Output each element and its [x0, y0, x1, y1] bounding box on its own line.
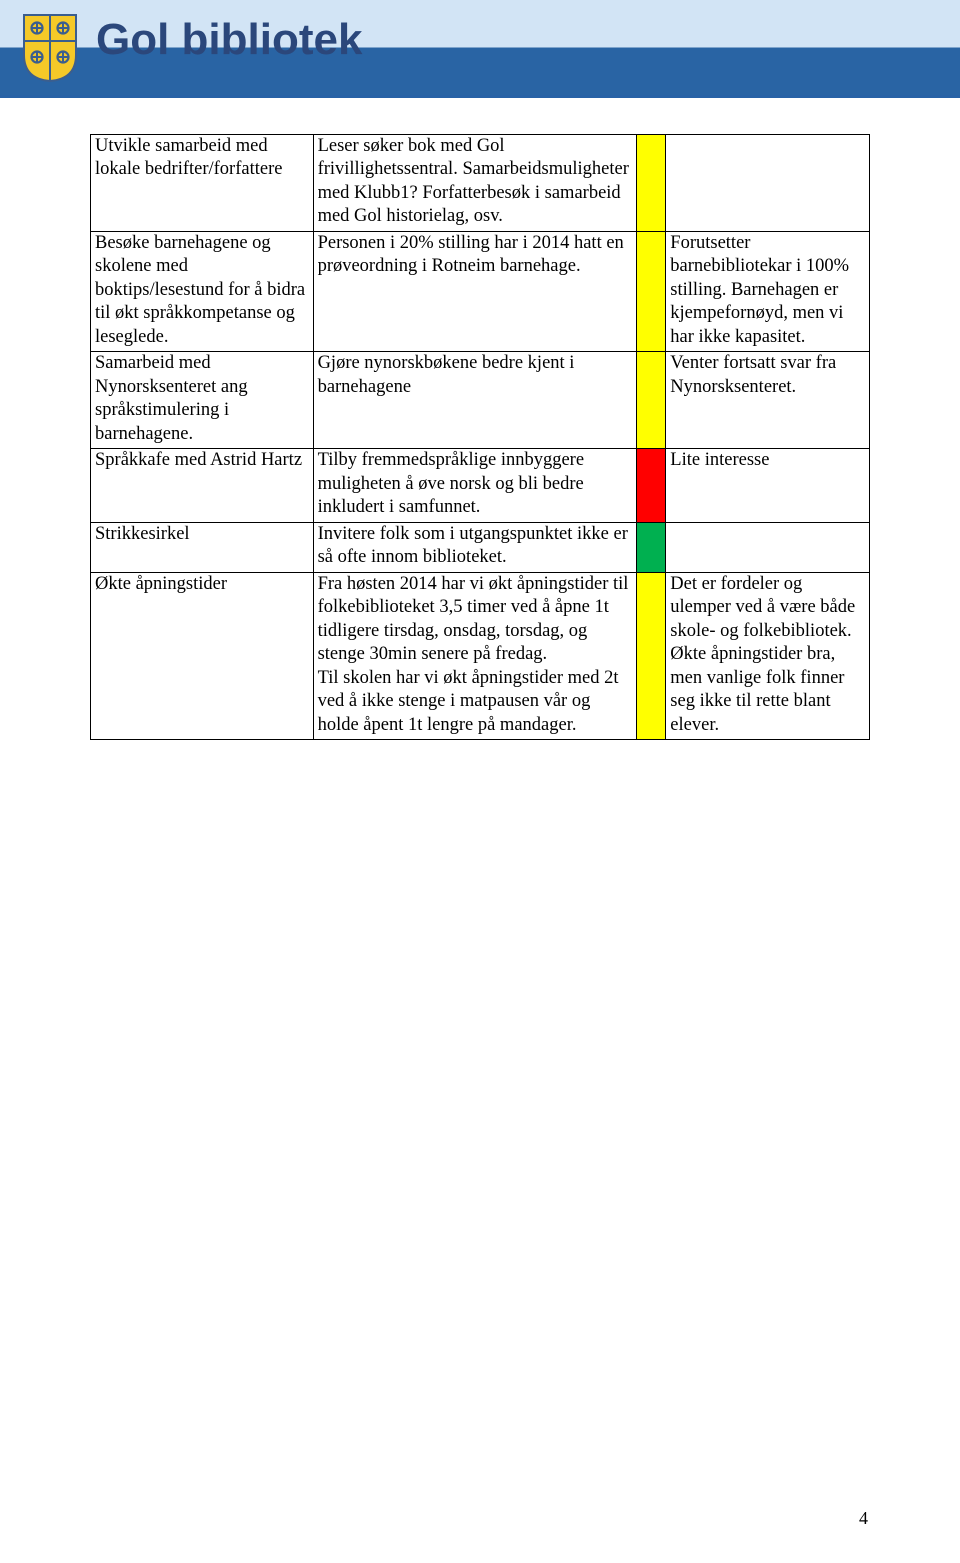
header-logo [22, 13, 78, 83]
comment-cell [666, 522, 870, 572]
header-title: Gol bibliotek [96, 15, 362, 65]
status-cell [636, 572, 665, 739]
comment-cell: Venter fortsatt svar fra Nynorsksenteret… [666, 352, 870, 449]
status-cell [636, 135, 665, 232]
description-cell: Gjøre nynorskbøkene bedre kjent i barneh… [313, 352, 636, 449]
table-row: Språkkafe med Astrid HartzTilby fremmeds… [91, 449, 870, 522]
activity-cell: Besøke barnehagene og skolene med boktip… [91, 231, 314, 351]
description-cell: Fra høsten 2014 har vi økt åpningstider … [313, 572, 636, 739]
comment-cell: Det er fordeler og ulemper ved å være bå… [666, 572, 870, 739]
status-cell [636, 449, 665, 522]
activity-cell: Utvikle samarbeid med lokale bedrifter/f… [91, 135, 314, 232]
description-cell: Leser søker bok med Gol frivillighetssen… [313, 135, 636, 232]
status-cell [636, 352, 665, 449]
status-cell [636, 522, 665, 572]
table-row: StrikkesirkelInvitere folk som i utgangs… [91, 522, 870, 572]
description-cell: Invitere folk som i utgangspunktet ikke … [313, 522, 636, 572]
activity-cell: Samarbeid med Nynorsksenteret ang språks… [91, 352, 314, 449]
shield-icon [22, 13, 78, 83]
comment-cell [666, 135, 870, 232]
table-row: Økte åpningstiderFra høsten 2014 har vi … [91, 572, 870, 739]
header-bar: Gol bibliotek [0, 0, 960, 98]
page-number: 4 [859, 1508, 868, 1529]
status-cell [636, 231, 665, 351]
comment-cell: Lite interesse [666, 449, 870, 522]
page-content: Utvikle samarbeid med lokale bedrifter/f… [0, 98, 960, 740]
table-row: Samarbeid med Nynorsksenteret ang språks… [91, 352, 870, 449]
description-cell: Tilby fremmedspråklige innbyggere muligh… [313, 449, 636, 522]
activity-cell: Strikkesirkel [91, 522, 314, 572]
activity-cell: Økte åpningstider [91, 572, 314, 739]
comment-cell: Forutsetter barnebibliotekar i 100% stil… [666, 231, 870, 351]
table-row: Besøke barnehagene og skolene med boktip… [91, 231, 870, 351]
description-cell: Personen i 20% stilling har i 2014 hatt … [313, 231, 636, 351]
activity-table: Utvikle samarbeid med lokale bedrifter/f… [90, 134, 870, 740]
table-row: Utvikle samarbeid med lokale bedrifter/f… [91, 135, 870, 232]
activity-cell: Språkkafe med Astrid Hartz [91, 449, 314, 522]
